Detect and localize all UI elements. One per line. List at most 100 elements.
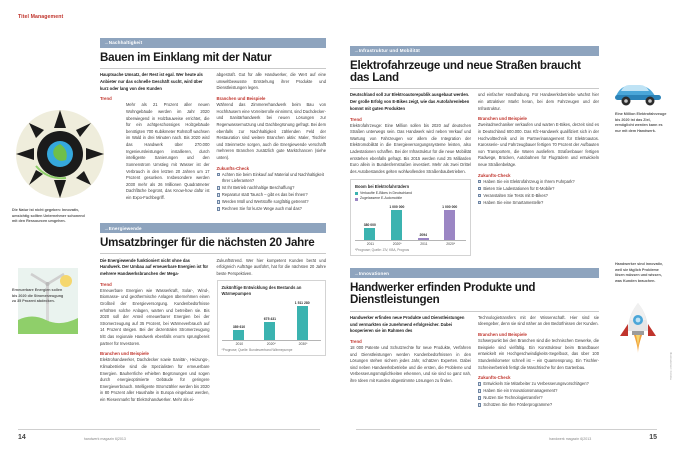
check-label: Schützen Sie Ihre Förderprogramme? xyxy=(483,402,553,408)
legend-swatch-icon xyxy=(355,197,358,201)
kicker-nachhaltigkeit[interactable]: →Nachhaltigkeit xyxy=(100,38,326,48)
check-item[interactable]: Reparatur statt Tausch – gibt es das bei… xyxy=(216,192,327,198)
check-label: Ist Ihr Betrieb nachhaltige Beschaffung? xyxy=(221,185,295,191)
wind-turbine-illustration xyxy=(18,268,78,334)
headline-nachhaltigkeit: Bauen im Einklang mit der Natur xyxy=(100,50,272,64)
columns-infrastruktur: Deutschland soll zur Elektroautorepublik… xyxy=(350,92,599,257)
chart-plot-area: 380 000 1 000 000 2094 xyxy=(355,205,466,241)
check-item[interactable]: Nutzen Sie Technologietransfer? xyxy=(478,395,599,401)
check-label: Nutzen Sie Technologietransfer? xyxy=(483,395,543,401)
check-item[interactable]: Haben Sie ein Elektrofahrzeug in Ihrem F… xyxy=(478,179,599,185)
running-head: Titel Management xyxy=(18,14,326,20)
page-right: →Infrastruktur und Mobilität Elektrofahr… xyxy=(338,0,675,450)
checkbox-icon[interactable] xyxy=(478,403,482,407)
checklist-nachhaltigkeit: Achten Sie beim Einkauf auf Material und… xyxy=(216,172,327,213)
bar[interactable] xyxy=(444,209,456,240)
bar-value-label: 2094 xyxy=(419,232,428,237)
kicker-label: Energiewende xyxy=(108,225,142,231)
checkbox-icon[interactable] xyxy=(478,389,482,393)
checklist-infrastruktur: Haben Sie ein Elektrofahrzeug in Ihrem F… xyxy=(478,179,599,207)
lead-text: Die Energiewende funktioniert nicht ohne… xyxy=(100,257,209,276)
bar[interactable] xyxy=(296,305,308,340)
checkbox-icon[interactable] xyxy=(478,179,482,184)
kicker-infrastruktur[interactable]: →Infrastruktur und Mobilität xyxy=(350,46,599,56)
check-item[interactable]: Bieten Sie Ladestationen für E-Mobile? xyxy=(478,186,599,192)
footer-row: handwerk magazin 6|2013 15 xyxy=(356,434,657,441)
check-item[interactable]: Veranstalten Sie Tests mit E-Bikes? xyxy=(478,193,599,199)
checkbox-icon[interactable] xyxy=(216,193,220,197)
headline-rule xyxy=(350,310,599,312)
checkbox-icon[interactable] xyxy=(216,207,220,211)
body-trend: Erneuerbare Energien wie Wasserkraft, So… xyxy=(100,287,210,346)
body-branchen: Schwerpunkt bei den Branchen sind die te… xyxy=(478,338,599,370)
check-item[interactable]: Haben Sie eine Smartamestelle? xyxy=(478,200,599,206)
check-item[interactable]: Schützen Sie Ihre Förderprogramme? xyxy=(478,402,599,408)
bar[interactable] xyxy=(391,209,403,240)
bar-group[interactable]: 1 000 000 xyxy=(442,205,457,240)
check-item[interactable]: Werden Müll und Wertstoffe sorgfältig ge… xyxy=(216,199,327,205)
kicker-label: Nachhaltigkeit xyxy=(108,40,143,46)
bar[interactable] xyxy=(264,321,276,340)
caption-innovationen: Handwerker sind innovativ, weil sie tägl… xyxy=(615,262,663,283)
checkbox-icon[interactable] xyxy=(216,200,220,204)
arrow-icon: → xyxy=(354,270,359,276)
checklist-innovationen: Entwickeln Sie Mitarbeiter zu Verbesseru… xyxy=(478,381,599,409)
checkbox-icon[interactable] xyxy=(478,193,482,198)
checkbox-icon[interactable] xyxy=(478,200,482,205)
lead-continuation: abgestraft. Gut für alle Handwerker, die… xyxy=(216,72,327,91)
columns-innovationen: Handwerker erfinden neue Produkte und Di… xyxy=(350,315,599,410)
check-item[interactable]: Ist Ihr Betrieb nachhaltige Beschaffung? xyxy=(216,185,327,191)
bar-group[interactable]: 2094 xyxy=(417,205,429,240)
kicker-label: Infrastruktur und Mobilität xyxy=(358,48,420,54)
bar-group[interactable]: 389 610 xyxy=(233,299,245,340)
checkbox-icon[interactable] xyxy=(216,186,220,190)
column-right: Technologietransfers mit der Wissenschaf… xyxy=(478,315,599,410)
x-tick-label: 2020* xyxy=(446,242,456,247)
checkbox-icon[interactable] xyxy=(478,396,482,400)
check-item[interactable]: Haben Sie ein Innovationsmanagement? xyxy=(478,388,599,394)
kicker-innovationen[interactable]: →Innovationen xyxy=(350,268,599,279)
article-infrastruktur: →Infrastruktur und Mobilität Elektrofahr… xyxy=(350,46,599,257)
column-left: Hauptsache Umsatz, der Rest ist egal. We… xyxy=(100,72,210,213)
check-item[interactable]: Entwickeln Sie Mitarbeiter zu Verbesseru… xyxy=(478,381,599,387)
check-item[interactable]: Achten Sie beim Einkauf auf Material und… xyxy=(216,172,327,185)
rocket-illustration xyxy=(620,303,656,353)
article-nachhaltigkeit: →Nachhaltigkeit Bauen im Einklang mit de… xyxy=(100,38,326,213)
column-right: Zukunftstrend. Wer hier kompetent Kunden… xyxy=(216,258,326,404)
body-trend: 18 000 Patente und Schutzrechte für neue… xyxy=(350,344,471,384)
bar-group[interactable]: 675 431 xyxy=(264,299,276,340)
check-item[interactable]: Rechnen Sie für kurze Wege auch mal das? xyxy=(216,206,327,212)
article-innovationen: →Innovationen Handwerker erfinden Produk… xyxy=(350,268,599,409)
check-label: Werden Müll und Wertstoffe sorgfältig ge… xyxy=(221,199,309,205)
chart-source: *Prognose; Quelle: Bundesverband Wärmepu… xyxy=(221,348,293,352)
column-left: Die Energiewende funktioniert nicht ohne… xyxy=(100,258,210,404)
x-tick-label: 2010 xyxy=(235,342,244,346)
body-branchen: Elektrohandwerker, Dachdecker sowie Sani… xyxy=(100,357,210,403)
kicker-energiewende[interactable]: →Energiewende xyxy=(100,223,326,234)
legend-entry[interactable]: Verkaufte E-Bikes in Deutschland xyxy=(355,191,466,196)
check-label: Haben Sie ein Elektrofahrzeug in Ihrem F… xyxy=(483,178,575,184)
legend-entry[interactable]: Zugelassene E-Automobile xyxy=(355,196,466,201)
checkbox-icon[interactable] xyxy=(478,382,482,386)
checkbox-icon[interactable] xyxy=(478,186,482,191)
checkbox-icon[interactable] xyxy=(216,172,220,177)
headline-infrastruktur: Elektrofahrzeuge und neue Straßen brauch… xyxy=(350,58,581,85)
check-label: Reparatur statt Tausch – gibt es das bei… xyxy=(221,192,308,198)
arrow-icon: → xyxy=(104,40,109,46)
bar-group[interactable]: 1 511 280 xyxy=(295,299,310,340)
arrow-icon: → xyxy=(354,48,359,54)
bar[interactable] xyxy=(233,329,245,340)
legend-label: Verkaufte E-Bikes in Deutschland xyxy=(360,191,412,196)
page-number-right: 15 xyxy=(649,434,657,441)
page-left: Titel Management Die Natur ist nicht geg… xyxy=(12,14,326,441)
electric-car-illustration xyxy=(615,85,661,106)
columns-nachhaltigkeit: Hauptsache Umsatz, der Rest ist egal. We… xyxy=(100,72,326,213)
footer-rule xyxy=(356,428,657,429)
headline-rule xyxy=(100,253,326,254)
bar[interactable] xyxy=(417,237,429,240)
bar[interactable] xyxy=(364,227,376,240)
bar-group[interactable]: 1 000 000 xyxy=(389,205,404,240)
lead-text: Handwerker erfinden neue Produkte und Di… xyxy=(350,314,465,334)
bar-group[interactable]: 380 000 xyxy=(364,205,376,240)
